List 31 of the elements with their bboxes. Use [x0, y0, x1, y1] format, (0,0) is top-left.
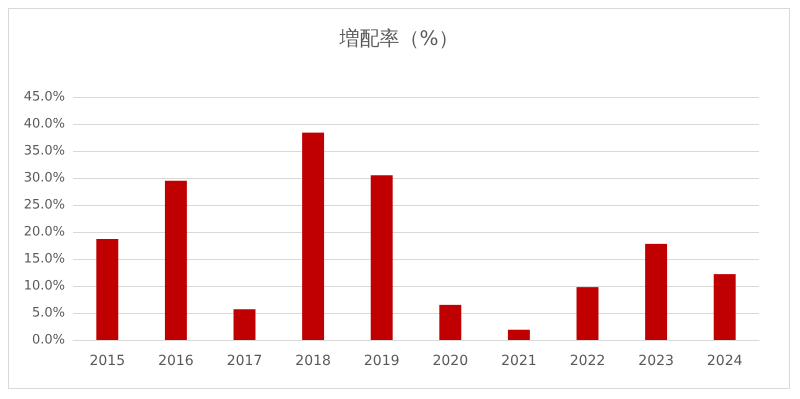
x-tick-label: 2020	[432, 353, 468, 369]
x-tick-label: 2018	[295, 353, 331, 369]
x-tick-label: 2021	[501, 353, 537, 369]
x-tick-label: 2017	[226, 353, 262, 369]
bar	[714, 274, 736, 340]
bar	[508, 330, 530, 340]
y-tick-label: 30.0%	[24, 170, 65, 186]
y-tick-label: 0.0%	[32, 332, 65, 348]
bar	[576, 287, 598, 340]
y-tick-label: 45.0%	[24, 90, 65, 104]
y-tick-label: 20.0%	[24, 224, 65, 240]
x-tick-label: 2022	[570, 353, 606, 369]
y-tick-label: 40.0%	[24, 116, 65, 132]
bar	[96, 239, 118, 340]
bar	[645, 244, 668, 340]
x-tick-label: 2019	[364, 353, 400, 369]
y-tick-label: 15.0%	[24, 252, 65, 266]
x-tick-label: 2016	[158, 353, 194, 369]
y-tick-label: 10.0%	[24, 278, 65, 294]
y-tick-label: 5.0%	[32, 306, 65, 320]
y-tick-label: 35.0%	[24, 144, 65, 158]
x-tick-label: 2024	[706, 353, 743, 369]
chart-title: 増配率（%）	[338, 26, 459, 50]
bar	[164, 180, 187, 340]
bar	[234, 309, 256, 340]
x-tick-label: 2015	[89, 353, 126, 369]
x-tick-label: 2023	[638, 353, 674, 369]
y-tick-label: 25.0%	[24, 198, 65, 212]
bar	[370, 175, 393, 340]
bar	[439, 304, 462, 340]
bar	[302, 132, 324, 340]
